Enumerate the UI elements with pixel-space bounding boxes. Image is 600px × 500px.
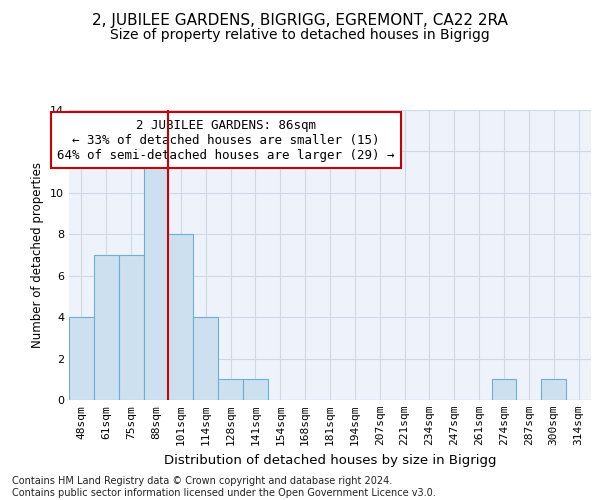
Bar (193, 317, 218, 400)
Bar (218, 380, 243, 400)
Bar (541, 380, 566, 400)
Bar (243, 380, 268, 400)
Y-axis label: Number of detached properties: Number of detached properties (31, 162, 44, 348)
X-axis label: Distribution of detached houses by size in Bigrigg: Distribution of detached houses by size … (164, 454, 496, 466)
Bar (491, 380, 517, 400)
Bar (119, 255, 143, 400)
Text: 2 JUBILEE GARDENS: 86sqm
← 33% of detached houses are smaller (15)
64% of semi-d: 2 JUBILEE GARDENS: 86sqm ← 33% of detach… (57, 118, 394, 162)
Bar (143, 152, 169, 400)
Text: Size of property relative to detached houses in Bigrigg: Size of property relative to detached ho… (110, 28, 490, 42)
Bar (94, 255, 119, 400)
Bar (69, 317, 94, 400)
Text: Contains HM Land Registry data © Crown copyright and database right 2024.
Contai: Contains HM Land Registry data © Crown c… (12, 476, 436, 498)
Bar (169, 234, 193, 400)
Text: 2, JUBILEE GARDENS, BIGRIGG, EGREMONT, CA22 2RA: 2, JUBILEE GARDENS, BIGRIGG, EGREMONT, C… (92, 12, 508, 28)
